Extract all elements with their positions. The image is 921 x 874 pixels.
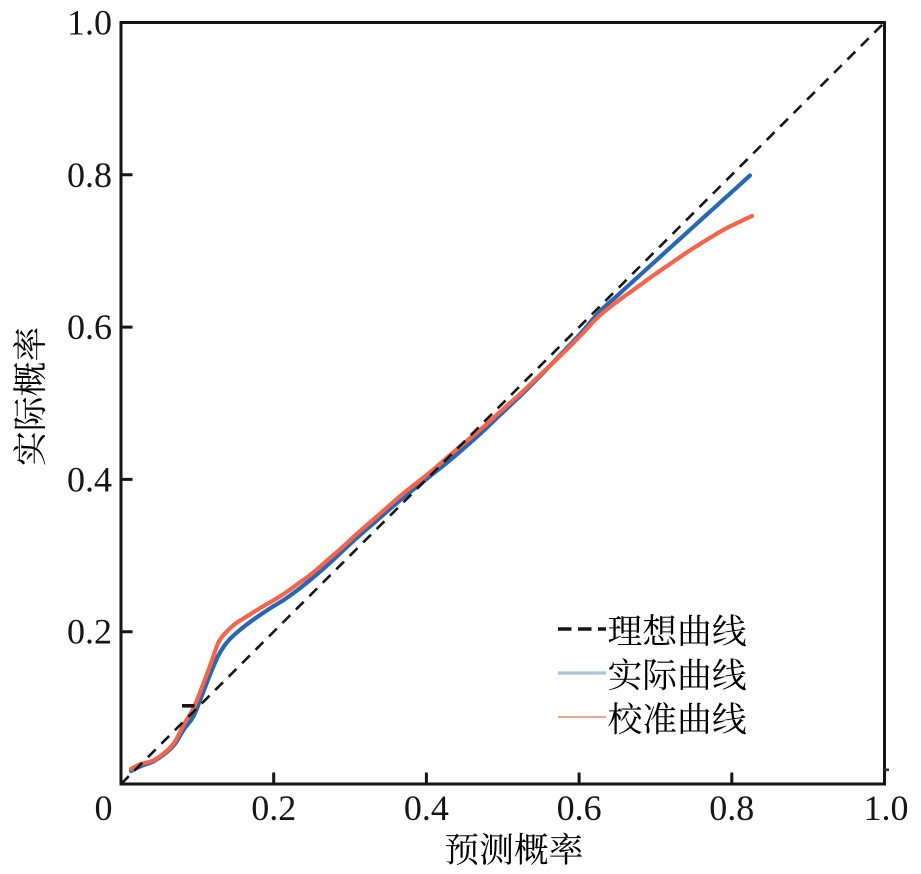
svg-text:0.2: 0.2 [251,788,296,828]
svg-text:0: 0 [95,788,113,828]
svg-text:0.8: 0.8 [709,788,754,828]
svg-text:0.8: 0.8 [67,155,112,195]
svg-text:1.0: 1.0 [67,3,112,43]
svg-text:0.6: 0.6 [557,788,602,828]
svg-text:0.4: 0.4 [404,788,449,828]
svg-text:0.6: 0.6 [67,307,112,347]
svg-text:0.2: 0.2 [67,612,112,652]
svg-text:0.4: 0.4 [67,459,112,499]
svg-text:1.0: 1.0 [864,788,909,828]
